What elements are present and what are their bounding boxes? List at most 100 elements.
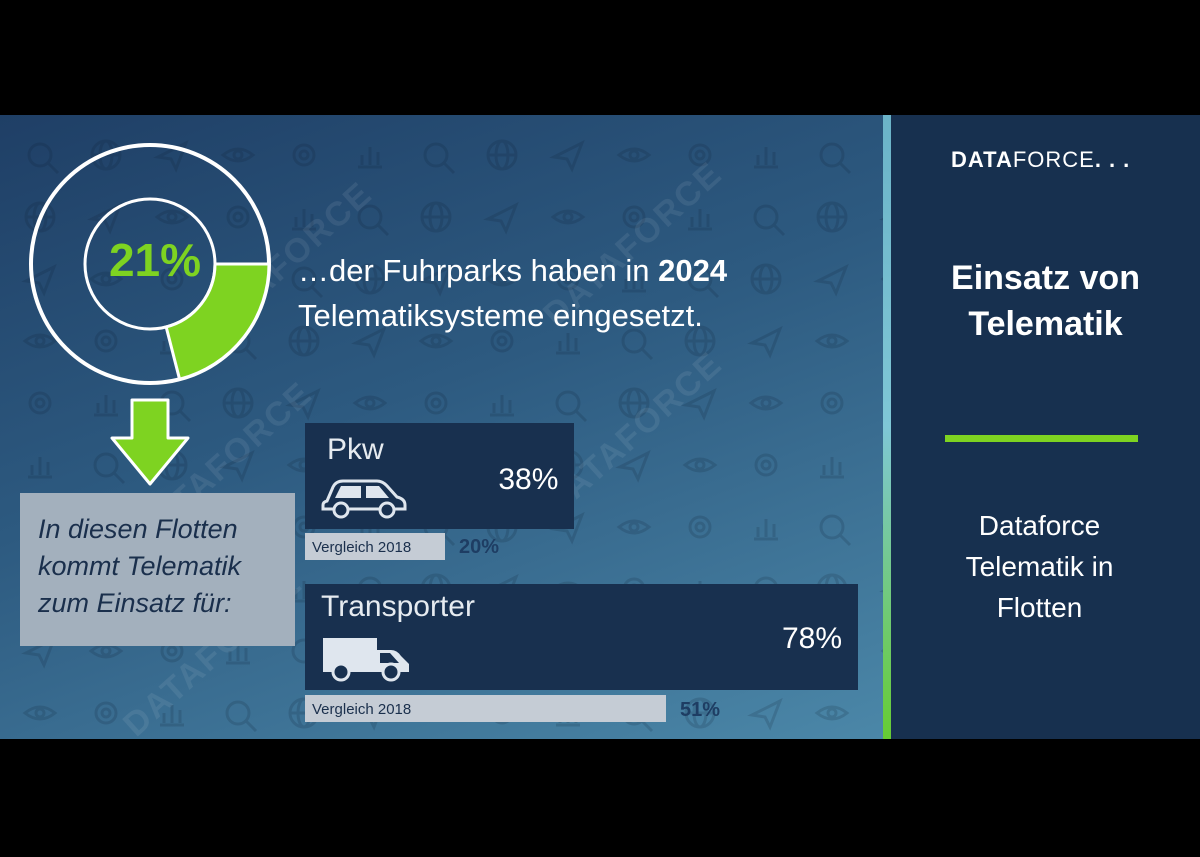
gear-icon — [160, 267, 184, 291]
eye-icon — [814, 333, 850, 349]
search-icon — [555, 390, 588, 423]
main-panel: DATAFORCE DATAFORCE DATAFORCE DATAFORCE … — [0, 115, 883, 739]
globe-icon — [288, 325, 320, 357]
callout-text: In diesen Flotten kommt Telematik zum Ei… — [38, 511, 241, 622]
bar-value: 38% — [498, 463, 559, 496]
search-icon — [423, 142, 456, 175]
globe-icon — [684, 697, 716, 729]
van-icon — [323, 638, 409, 682]
gear-icon — [226, 205, 250, 229]
sidebar-subtitle-line: Dataforce — [978, 510, 1101, 541]
eye-icon — [22, 705, 58, 721]
eye-icon — [418, 333, 454, 349]
search-icon — [93, 452, 126, 485]
chart-icon — [226, 643, 250, 665]
headline-line2: Telematiksysteme eingesetzt. — [298, 298, 703, 333]
sidebar-subtitle: Dataforce Telematik in Flotten — [891, 505, 1188, 628]
plane-icon — [351, 325, 387, 359]
callout-box: In diesen Flotten kommt Telematik zum Ei… — [20, 493, 295, 646]
search-icon — [753, 204, 786, 237]
globe-icon — [420, 201, 452, 233]
eye-icon — [22, 333, 58, 349]
plane-icon — [417, 263, 453, 297]
chart-icon — [556, 333, 580, 355]
eye-icon — [88, 271, 124, 287]
plane-icon — [483, 201, 519, 235]
search-icon — [687, 266, 720, 299]
plane-icon — [285, 387, 321, 421]
dataforce-logo: DATAFORCE... — [951, 147, 1137, 173]
plane-icon — [747, 697, 783, 731]
eye-icon — [352, 395, 388, 411]
search-icon — [225, 700, 258, 733]
logo-light: FORCE — [1012, 147, 1095, 172]
search-icon — [27, 142, 60, 175]
gear-icon — [94, 701, 118, 725]
bar-label: Transporter — [321, 590, 475, 623]
gear-icon — [622, 205, 646, 229]
plane-icon — [615, 449, 651, 483]
headline-year: 2024 — [658, 253, 728, 288]
sidebar-subtitle-line: Flotten — [996, 592, 1083, 623]
plane-icon — [681, 387, 717, 421]
gear-icon — [94, 329, 118, 353]
eye-icon — [748, 395, 784, 411]
gear-icon — [28, 391, 52, 415]
chart-icon — [688, 209, 712, 231]
donut-chart — [29, 143, 271, 385]
sidebar-title-line: Telematik — [968, 305, 1123, 343]
globe-icon — [684, 325, 716, 357]
eye-icon — [550, 209, 586, 225]
gear-icon — [490, 329, 514, 353]
accent-line — [945, 435, 1138, 442]
eye-icon — [220, 147, 256, 163]
arrow-down-icon — [110, 398, 190, 486]
gear-icon — [754, 453, 778, 477]
bar-value: 78% — [781, 622, 842, 655]
bar-label: Pkw — [327, 433, 384, 466]
bar-pkw: Pkw 38% — [305, 423, 575, 529]
globe-icon — [354, 263, 386, 295]
sidebar-subtitle-line: Telematik in — [965, 551, 1114, 582]
plane-icon — [219, 449, 255, 483]
eye-icon — [682, 457, 718, 473]
sidebar-title: Einsatz von Telematik — [891, 255, 1200, 347]
eye-icon — [484, 271, 520, 287]
globe-icon — [618, 387, 650, 419]
gear-icon — [424, 391, 448, 415]
chart-icon — [820, 457, 844, 479]
logo-dots: ... — [1094, 147, 1138, 172]
gear-icon — [820, 391, 844, 415]
search-icon — [357, 204, 390, 237]
headline: …der Fuhrparks haben in 2024 Telematiksy… — [298, 248, 727, 338]
globe-icon — [222, 387, 254, 419]
gear-icon — [688, 515, 712, 539]
search-icon — [621, 328, 654, 361]
chart-icon — [160, 705, 184, 727]
search-icon — [819, 142, 852, 175]
chart-icon — [622, 271, 646, 293]
gear-icon — [556, 267, 580, 291]
chart-icon — [94, 395, 118, 417]
globe-icon — [750, 263, 782, 295]
compare-label: Vergleich 2018 — [312, 539, 412, 556]
sidebar: DATAFORCE... Einsatz von Telematik Dataf… — [891, 115, 1200, 739]
eye-icon — [814, 705, 850, 721]
chart-icon — [358, 147, 382, 169]
gear-icon — [688, 143, 712, 167]
chart-icon — [754, 147, 778, 169]
compare-bar-transporter: Vergleich 2018 — [305, 695, 666, 722]
bar-transporter: Transporter 78% — [305, 584, 858, 690]
donut-value-label: 21% — [108, 234, 202, 286]
eye-icon — [616, 519, 652, 535]
globe-icon — [816, 201, 848, 233]
car-icon — [321, 479, 407, 519]
donut-segment — [164, 262, 271, 382]
callout-line: zum Einsatz für: — [38, 588, 232, 618]
chart-icon — [490, 395, 514, 417]
plane-icon — [21, 263, 57, 297]
eye-icon — [616, 147, 652, 163]
infographic: DATAFORCE DATAFORCE DATAFORCE DATAFORCE … — [0, 115, 1200, 739]
sidebar-title-line: Einsatz von — [951, 259, 1140, 297]
plane-icon — [747, 325, 783, 359]
